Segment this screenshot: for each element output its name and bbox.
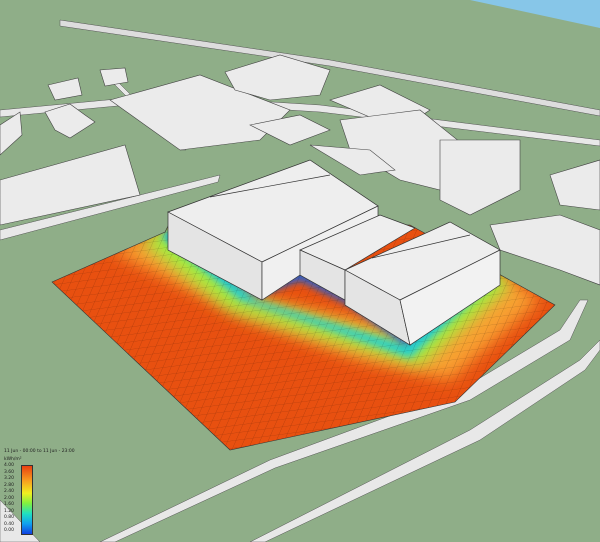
legend-tick: 3.60 bbox=[4, 469, 15, 475]
analysis-buildings bbox=[167, 159, 501, 346]
legend-color-bar bbox=[21, 465, 33, 535]
legend-tick: 0.80 bbox=[4, 515, 15, 520]
legend-tick: 1.60 bbox=[4, 502, 15, 507]
legend-tick: 3.20 bbox=[4, 476, 15, 481]
context-buildings bbox=[0, 54, 600, 286]
legend-tick: 4.00 bbox=[4, 463, 15, 468]
legend-tick: 2.40 bbox=[4, 489, 15, 494]
sky bbox=[470, 0, 600, 28]
legend-tick: 2.80 bbox=[4, 482, 15, 488]
color-legend: 11 Jun - 00:00 to 11 Jun - 23:00 kWh/m² … bbox=[4, 449, 94, 541]
legend-title: 11 Jun - 00:00 to 11 Jun - 23:00 bbox=[4, 449, 75, 454]
legend-tick: 2.00 bbox=[4, 495, 15, 501]
legend-tick: 1.20 bbox=[4, 508, 15, 514]
legend-tick: 0.40 bbox=[4, 521, 15, 527]
legend-ticks: 4.00 3.60 3.20 2.80 2.40 2.00 1.60 1.20 … bbox=[4, 463, 20, 533]
legend-unit: kWh/m² bbox=[4, 457, 22, 462]
building-c-side bbox=[399, 249, 501, 346]
legend-tick: 0.00 bbox=[4, 528, 15, 533]
